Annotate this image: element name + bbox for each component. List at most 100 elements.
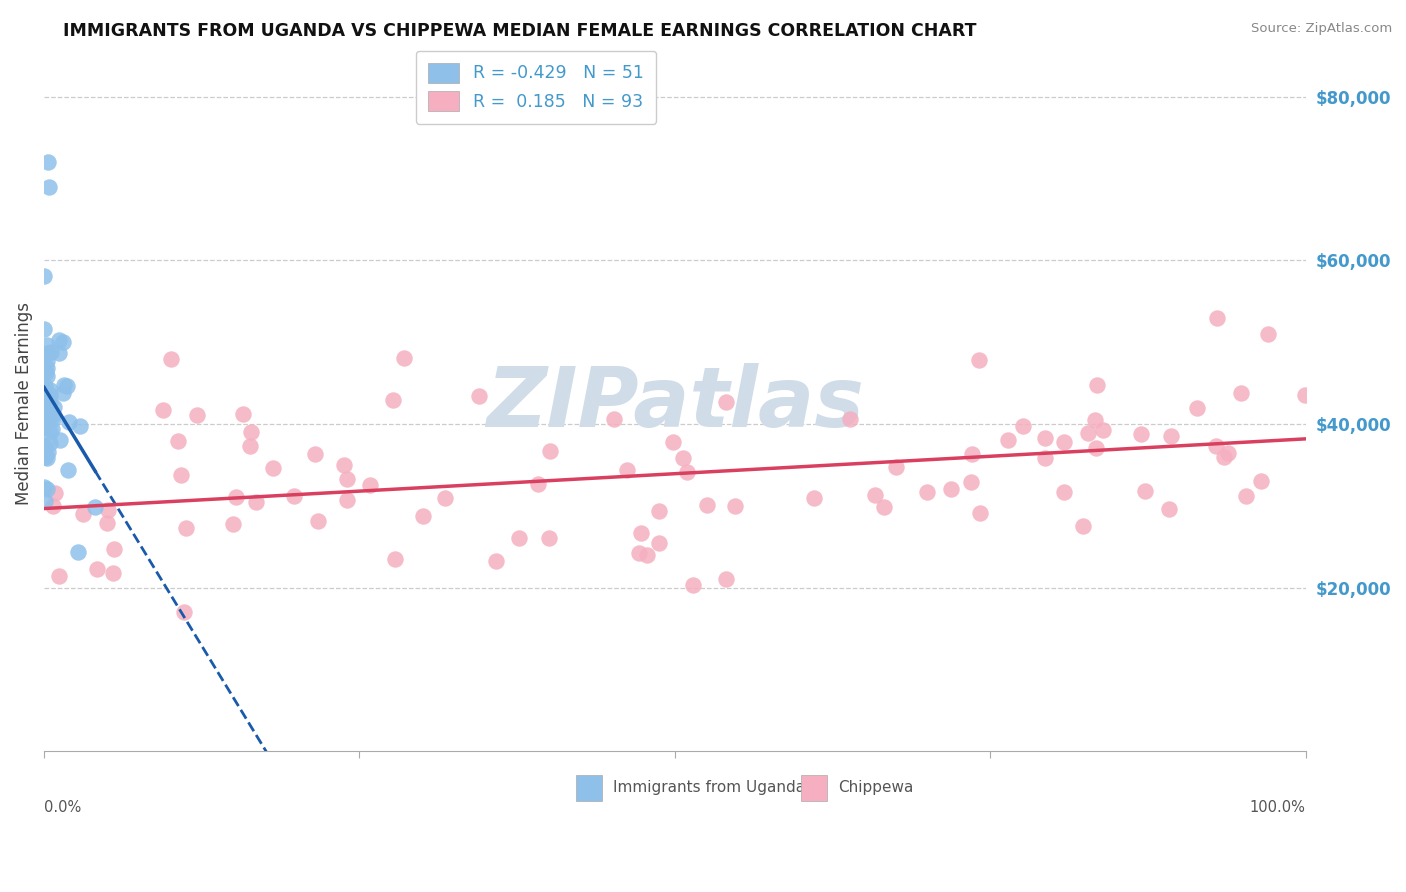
- Point: [1229, 386, 1251, 401]
- Point: [1084, 413, 1107, 427]
- Point: [434, 491, 457, 505]
- Point: [884, 459, 907, 474]
- Point: [39, 383, 62, 397]
- Point: [34, 446, 56, 460]
- Point: [48, 333, 70, 347]
- Point: [72, 507, 94, 521]
- Point: [526, 476, 548, 491]
- Point: [1012, 418, 1035, 433]
- Point: [803, 491, 825, 505]
- Text: 0.0%: 0.0%: [44, 800, 82, 815]
- Point: [48, 346, 70, 360]
- Point: [34, 420, 56, 434]
- Point: [602, 412, 624, 426]
- Point: [676, 465, 699, 479]
- Point: [630, 526, 652, 541]
- Point: [333, 458, 356, 472]
- Point: [34, 378, 56, 392]
- Point: [538, 532, 561, 546]
- Point: [636, 548, 658, 562]
- Text: Immigrants from Uganda: Immigrants from Uganda: [613, 780, 806, 796]
- Point: [1213, 450, 1236, 464]
- Point: [39, 344, 62, 359]
- Legend: R = -0.429   N = 51, R =  0.185   N = 93: R = -0.429 N = 51, R = 0.185 N = 93: [416, 51, 657, 124]
- Point: [239, 425, 262, 440]
- Point: [662, 435, 685, 450]
- Point: [35, 483, 58, 497]
- Point: [44, 400, 66, 414]
- Point: [696, 498, 718, 512]
- Point: [304, 447, 326, 461]
- Point: [39, 387, 62, 401]
- Point: [37, 368, 59, 383]
- Point: [34, 387, 56, 401]
- Point: [160, 351, 183, 366]
- Point: [1053, 434, 1076, 449]
- Point: [42, 500, 65, 514]
- Point: [969, 506, 991, 520]
- Point: [1033, 451, 1056, 466]
- Point: [969, 353, 991, 368]
- Point: [1206, 310, 1229, 325]
- Point: [34, 419, 56, 434]
- Point: [468, 389, 491, 403]
- Point: [86, 562, 108, 576]
- Point: [1053, 484, 1076, 499]
- Point: [394, 351, 416, 365]
- Point: [239, 439, 262, 453]
- Point: [35, 451, 58, 466]
- Point: [1257, 326, 1279, 341]
- Point: [173, 605, 195, 619]
- Point: [997, 433, 1019, 447]
- Point: [38, 395, 60, 409]
- Point: [1091, 423, 1114, 437]
- Point: [307, 514, 329, 528]
- Point: [616, 463, 638, 477]
- Point: [627, 546, 650, 560]
- Point: [1160, 429, 1182, 443]
- Text: IMMIGRANTS FROM UGANDA VS CHIPPEWA MEDIAN FEMALE EARNINGS CORRELATION CHART: IMMIGRANTS FROM UGANDA VS CHIPPEWA MEDIA…: [63, 22, 977, 40]
- Point: [37, 410, 59, 425]
- Point: [38, 425, 60, 439]
- Point: [41, 408, 63, 422]
- Point: [232, 407, 254, 421]
- Point: [1234, 489, 1257, 503]
- Point: [222, 516, 245, 531]
- Point: [103, 566, 125, 580]
- Point: [34, 348, 56, 362]
- Point: [35, 338, 58, 352]
- Point: [384, 552, 406, 566]
- Point: [714, 395, 737, 409]
- Point: [1077, 425, 1099, 440]
- Point: [485, 554, 508, 568]
- Point: [167, 434, 190, 449]
- Point: [283, 489, 305, 503]
- Point: [34, 390, 56, 404]
- Y-axis label: Median Female Earnings: Median Female Earnings: [15, 302, 32, 505]
- Point: [170, 467, 193, 482]
- Point: [52, 386, 75, 401]
- Point: [960, 447, 983, 461]
- Point: [336, 472, 359, 486]
- Point: [34, 407, 56, 421]
- Point: [67, 545, 90, 559]
- Point: [35, 354, 58, 368]
- Point: [48, 434, 70, 448]
- Point: [863, 487, 886, 501]
- Point: [48, 569, 70, 583]
- Text: ZIPatlas: ZIPatlas: [486, 363, 863, 444]
- Point: [69, 419, 91, 434]
- Text: Chippewa: Chippewa: [838, 780, 914, 796]
- Point: [225, 491, 247, 505]
- Point: [382, 393, 405, 408]
- Point: [873, 500, 896, 514]
- Text: 100.0%: 100.0%: [1250, 800, 1306, 815]
- Text: Source: ZipAtlas.com: Source: ZipAtlas.com: [1251, 22, 1392, 36]
- Point: [1159, 501, 1181, 516]
- Point: [508, 531, 530, 545]
- Point: [186, 409, 208, 423]
- Point: [939, 482, 962, 496]
- Point: [34, 405, 56, 419]
- Point: [648, 536, 671, 550]
- Point: [838, 411, 860, 425]
